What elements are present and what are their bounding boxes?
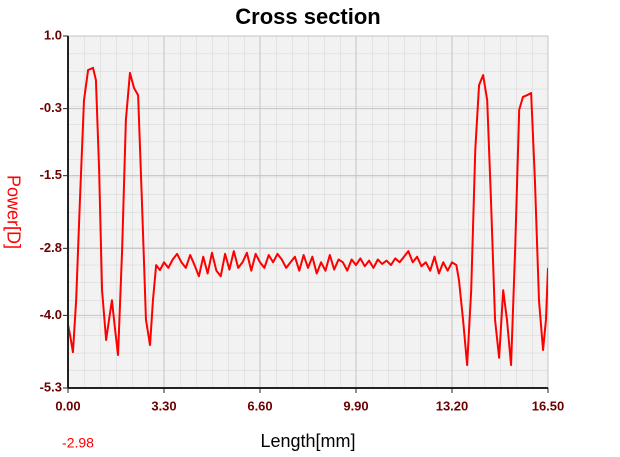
- chart-title: Cross section: [235, 4, 381, 29]
- x-tick-label: 9.90: [343, 398, 368, 413]
- y-tick-label: -1.5: [40, 167, 62, 182]
- x-tick-label: 16.50: [532, 398, 565, 413]
- y-tick-label: -0.3: [40, 100, 62, 115]
- y-tick-label: -4.0: [40, 307, 62, 322]
- y-axis-label: Power[D]: [3, 175, 23, 249]
- x-tick-label: 6.60: [247, 398, 272, 413]
- minor-grid: [68, 36, 548, 388]
- y-tick-label: -2.8: [40, 240, 62, 255]
- tick-labels: 1.0 -0.3 -1.5 -2.8 -4.0 -5.3 0.00 3.30 6.60 9.90 1…: [40, 27, 565, 413]
- grid: [67, 35, 549, 389]
- y-tick-label: -5.3: [40, 379, 62, 394]
- cursor-value: -2.98: [62, 435, 94, 451]
- series: [68, 66, 548, 367]
- x-tick-label: 3.30: [151, 398, 176, 413]
- x-axis-label: Length[mm]: [260, 431, 355, 451]
- x-tick-label: 13.20: [436, 398, 469, 413]
- y-tick-label: 1.0: [44, 27, 62, 42]
- line-series: [68, 66, 548, 367]
- x-tick-label: 0.00: [55, 398, 80, 413]
